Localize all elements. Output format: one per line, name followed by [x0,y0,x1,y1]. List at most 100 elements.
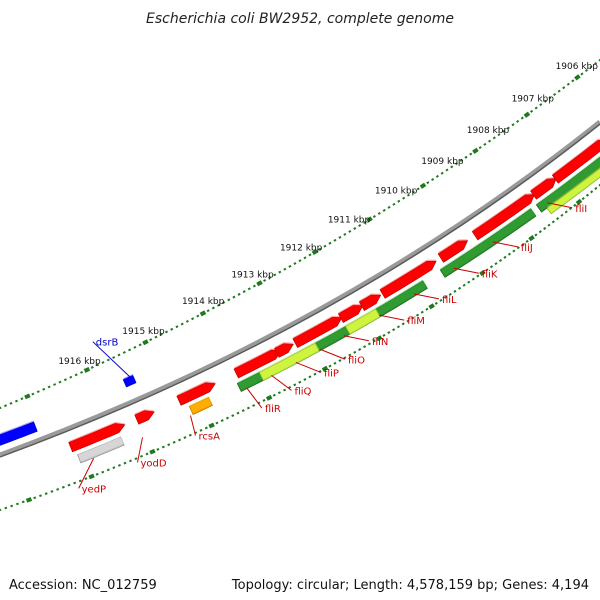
scale-tick-label: 1907 kbp [512,94,555,104]
scale-minor-tick [15,502,19,506]
scale-minor-tick [333,361,337,365]
reverse-gene-block-dsrB [122,373,137,388]
scale-minor-tick [439,298,443,302]
gene-label-fliR: fliR [265,404,281,415]
scale-minor-tick [56,488,60,491]
scale-minor-tick [453,289,457,293]
scale-minor-tick [328,364,332,368]
scale-minor-tick [0,406,2,410]
scale-minor-tick [227,298,231,302]
inner-scale-ring [0,183,600,512]
scale-minor-tick [372,214,376,218]
scale-minor-tick [392,202,396,206]
forward-gene-block [292,315,343,349]
gene-leader-line [343,335,369,342]
scale-minor-tick [308,375,312,379]
scale-tick-label: 1916 kbp [58,357,101,367]
scale-minor-tick [440,171,444,175]
cds-track-light [546,166,600,215]
scale-minor-tick [377,211,381,215]
scale-tick-label: 1914 kbp [182,297,225,307]
genome-backbone-shadow [0,123,600,458]
scale-minor-tick [172,440,176,444]
gene-leader-line [453,267,479,274]
scale-minor-tick [293,262,297,265]
scale-minor-tick [133,345,137,349]
scale-minor-tick [73,481,77,485]
scale-minor-tick [548,96,552,100]
scale-tick-label: 1913 kbp [231,271,274,281]
gene-label-fliQ: fliQ [294,386,311,397]
scale-minor-tick [589,65,593,69]
scale-major-tick [149,448,156,455]
scale-minor-tick [502,129,506,133]
gene-label-yodD: yodD [141,458,167,469]
scale-minor-tick [363,345,367,349]
scale-major-tick [199,310,207,317]
scale-minor-tick [117,353,121,357]
scale-minor-tick [164,330,169,334]
scale-minor-tick [483,142,487,146]
scale-minor-tick [0,508,2,512]
scale-minor-tick [61,485,65,489]
scale-minor-tick [211,306,215,310]
scale-minor-tick [67,483,71,487]
scale-tick-label: 1912 kbp [280,244,323,254]
scale-minor-tick [298,259,302,263]
scale-minor-tick [170,327,174,331]
scale-minor-tick [308,253,312,257]
forward-gene-block [176,381,216,406]
scale-minor-tick [564,210,568,214]
scale-minor-tick [396,325,400,329]
scale-minor-tick [42,387,46,391]
scale-minor-tick [50,490,54,493]
scale-minor-tick [454,162,459,166]
scale-minor-tick [573,203,577,207]
scale-minor-tick [178,438,182,442]
scale-minor-tick [507,252,511,256]
scale-minor-tick [353,227,357,230]
scale-minor-tick [358,224,362,227]
gene-label-fliJ: fliJ [521,243,533,254]
scale-minor-tick [406,319,410,323]
gene-label-fliM: fliM [407,316,425,327]
scale-minor-tick [36,390,40,394]
scale-minor-tick [476,274,480,278]
scale-minor-tick [134,457,138,460]
scale-minor-tick [338,235,342,239]
scale-minor-tick [167,443,171,447]
scale-minor-tick [4,404,7,408]
scale-minor-tick [406,193,411,197]
scale-minor-tick [199,428,203,432]
scale-minor-tick [498,258,503,262]
scale-minor-tick [183,436,187,439]
scale-minor-tick [543,99,547,103]
scale-minor-tick [382,208,386,212]
scale-minor-tick [584,68,589,72]
scale-minor-tick [33,496,37,500]
map-title: Escherichia coli BW2952, complete genome [146,11,454,27]
scale-minor-tick [459,159,463,162]
gene-leader-line [295,361,322,373]
scale-major-tick [574,74,581,81]
forward-gene-block [551,138,600,184]
scale-minor-tick [225,416,230,420]
gene-label-fliK: fliK [482,269,498,280]
scale-minor-tick [84,477,88,481]
scale-minor-tick [122,351,126,354]
gene-leader-line [246,387,263,409]
scale-minor-tick [562,86,566,90]
cds-track-light [345,307,381,335]
scale-minor-tick [10,504,14,508]
scale-minor-tick [288,264,292,268]
scale-minor-tick [252,284,256,288]
gene-label-fliN: fliN [372,337,389,348]
scale-minor-tick [471,277,475,281]
gene-label-fliP: fliP [324,368,339,379]
scale-minor-tick [246,406,250,410]
scale-minor-tick [272,393,276,397]
scale-minor-tick [338,359,342,363]
scale-major-tick [311,248,319,256]
scale-minor-tick [560,213,564,217]
gene-leader-line [137,437,143,463]
